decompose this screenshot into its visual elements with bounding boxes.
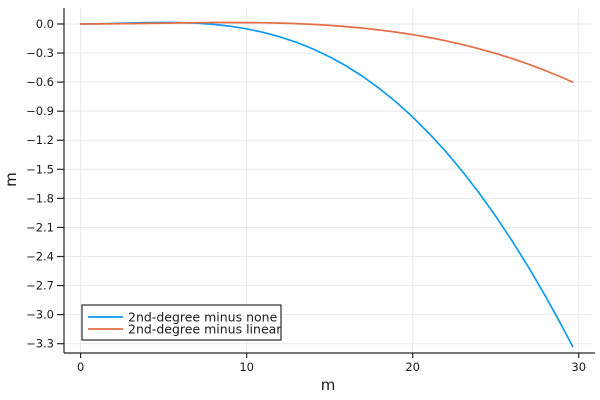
y-tick-label: −1.5 (26, 162, 54, 176)
y-tick-label: −0.6 (26, 75, 54, 89)
x-tick-label: 10 (239, 360, 254, 374)
y-tick-label: −0.9 (26, 104, 54, 118)
legend-label-1: 2nd-degree minus linear (128, 322, 282, 337)
y-tick-label: −1.8 (26, 191, 54, 205)
series-line-0 (79, 21, 574, 348)
y-tick-label: −2.7 (26, 279, 54, 293)
y-tick-label: −2.1 (26, 220, 54, 234)
series-line-1 (79, 21, 574, 83)
y-tick-label: −3.0 (26, 308, 54, 322)
x-tick-label: 20 (405, 360, 420, 374)
y-axis-label: m (1, 172, 20, 187)
legend-box (81, 304, 282, 341)
y-tick-label: −2.4 (26, 250, 54, 264)
x-tick-label: 0 (77, 360, 84, 374)
y-tick-label: 0.0 (36, 17, 54, 31)
x-tick-label: 30 (571, 360, 586, 374)
y-tick-label: −3.3 (26, 337, 54, 351)
legend-label-0: 2nd-degree minus none (128, 310, 278, 325)
y-tick-label: −1.2 (26, 133, 54, 147)
y-tick-label: −0.3 (26, 46, 54, 60)
x-axis-label: m (320, 376, 336, 394)
